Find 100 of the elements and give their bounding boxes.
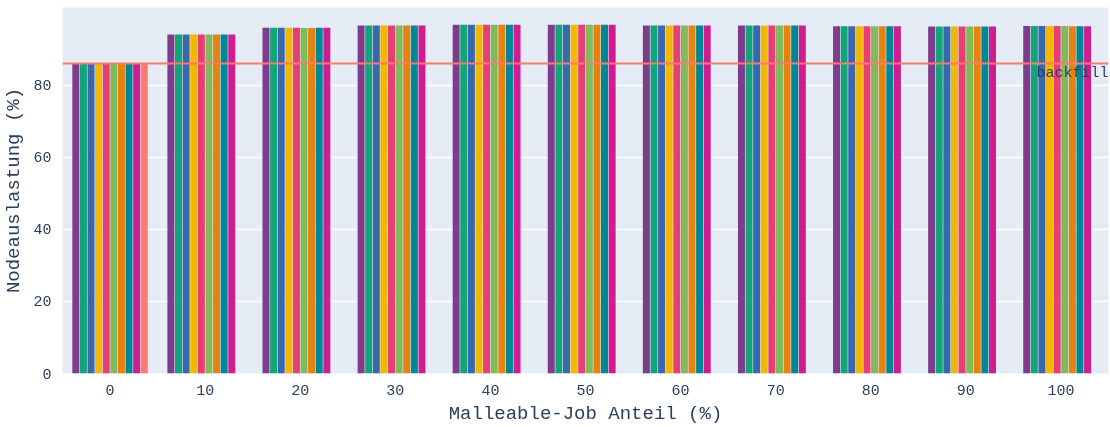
bar	[388, 25, 396, 374]
bar	[395, 25, 403, 374]
bar	[950, 26, 958, 374]
bar	[182, 34, 190, 374]
bar	[213, 34, 221, 374]
bar	[658, 25, 666, 374]
bar	[372, 25, 380, 374]
bar	[673, 25, 681, 374]
bar	[133, 63, 141, 374]
bar	[928, 26, 936, 374]
bar	[190, 34, 198, 374]
y-tick-label: 20	[33, 294, 52, 312]
bar	[380, 25, 388, 374]
bar	[197, 34, 205, 374]
bar	[608, 24, 616, 374]
bar	[300, 28, 308, 374]
bar	[365, 25, 373, 374]
bar	[167, 34, 175, 374]
bar	[562, 24, 570, 374]
bar	[262, 27, 270, 374]
bar	[601, 24, 609, 374]
x-tick-label: 80	[861, 382, 880, 400]
bar	[110, 63, 118, 374]
bar	[475, 24, 483, 374]
bar	[1023, 25, 1031, 374]
y-tick-label: 80	[33, 78, 52, 96]
bar	[125, 63, 133, 374]
bar	[483, 24, 491, 374]
bar	[745, 25, 753, 374]
bar	[555, 24, 563, 374]
bar	[855, 26, 863, 374]
y-tick-label: 0	[42, 366, 52, 384]
bar	[467, 24, 475, 374]
x-tick-label: 40	[481, 382, 500, 400]
bar	[270, 27, 278, 374]
x-tick-label: 70	[766, 382, 785, 400]
bar	[418, 25, 426, 374]
bar	[703, 25, 711, 374]
x-axis-title: Malleable-Job Anteil (%)	[448, 402, 723, 425]
bar	[753, 25, 761, 374]
bar	[578, 24, 586, 374]
bar	[490, 24, 498, 374]
bar	[886, 26, 894, 374]
bar	[403, 25, 411, 374]
bar	[292, 27, 300, 374]
bar	[973, 26, 981, 374]
bar	[357, 25, 365, 374]
bar	[315, 27, 323, 374]
bar	[878, 26, 886, 374]
bar	[452, 24, 460, 374]
bar	[966, 26, 974, 374]
bar	[95, 63, 103, 374]
bar	[102, 63, 110, 374]
x-tick-label: 90	[956, 382, 975, 400]
bar	[72, 63, 80, 374]
bar	[935, 26, 943, 374]
bar	[513, 24, 521, 374]
bar	[205, 34, 213, 374]
bar	[585, 24, 593, 374]
bar	[737, 25, 745, 374]
bar	[768, 25, 776, 374]
bar	[791, 25, 799, 374]
bar	[688, 25, 696, 374]
bar	[783, 25, 791, 374]
bar	[798, 25, 806, 374]
bar	[988, 26, 996, 374]
bar	[893, 26, 901, 374]
bar	[696, 25, 704, 374]
x-tick-label: 0	[105, 382, 115, 400]
bar	[863, 26, 871, 374]
bar	[642, 25, 650, 374]
bar	[943, 26, 951, 374]
bar	[840, 26, 848, 374]
x-tick-label: 60	[671, 382, 690, 400]
bar	[848, 26, 856, 374]
bar	[498, 24, 506, 374]
bar	[277, 27, 285, 374]
x-tick-label: 100	[1047, 382, 1075, 400]
bar	[650, 25, 658, 374]
x-tick-label: 10	[196, 382, 215, 400]
bar	[175, 34, 183, 374]
y-tick-label: 40	[33, 222, 52, 240]
bar	[958, 26, 966, 374]
bar	[285, 27, 293, 374]
x-tick-label: 50	[576, 382, 595, 400]
bar	[323, 27, 331, 374]
bar	[833, 26, 841, 374]
bar	[1030, 25, 1038, 374]
bar	[680, 25, 688, 374]
y-axis-title: Nodeauslastung (%)	[3, 87, 26, 294]
bar	[308, 28, 316, 374]
bar	[981, 26, 989, 374]
bar	[79, 63, 87, 374]
y-tick-label: 60	[33, 150, 52, 168]
ref-line-label: backfill	[1036, 65, 1109, 83]
bar	[775, 25, 783, 374]
bar	[505, 24, 513, 374]
bar	[220, 34, 228, 374]
bar	[460, 24, 468, 374]
bar	[760, 25, 768, 374]
